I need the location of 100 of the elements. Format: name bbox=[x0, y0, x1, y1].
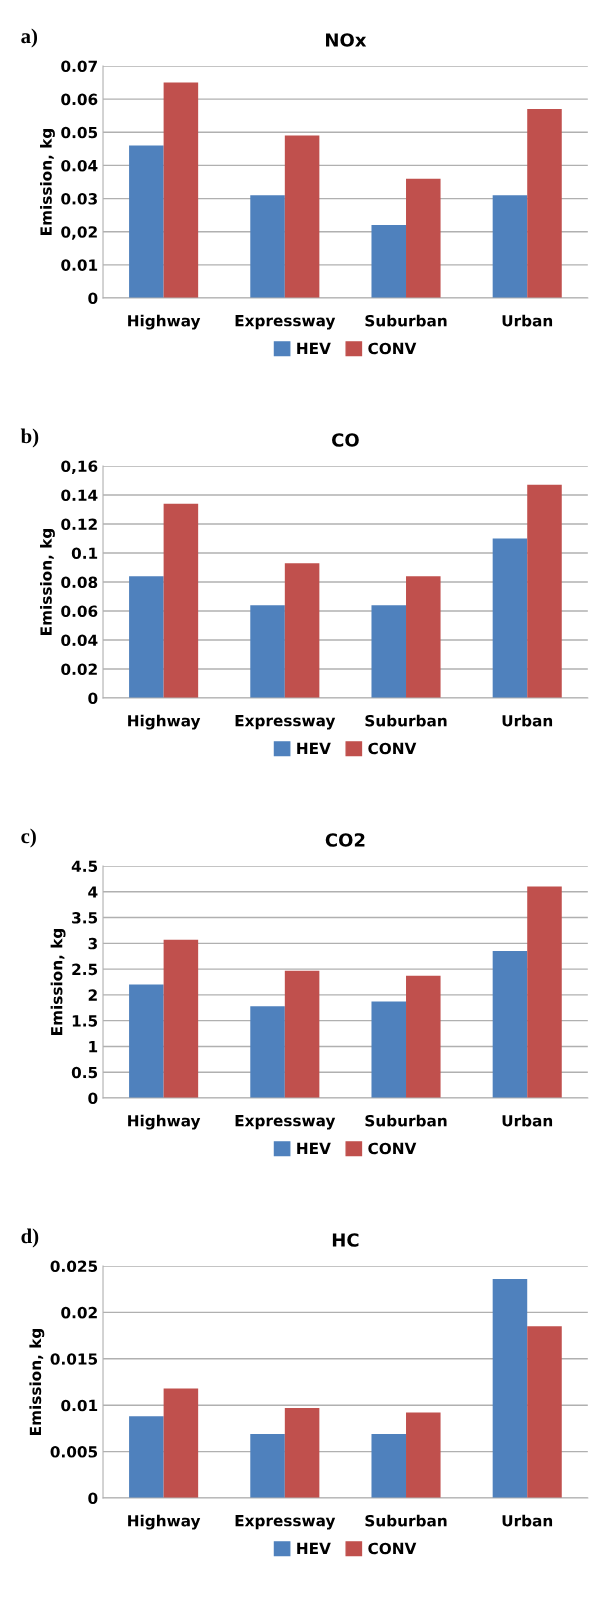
bar bbox=[284, 1407, 320, 1498]
x-tick-label: Urban bbox=[502, 714, 553, 727]
x-tick-label: Highway bbox=[128, 1514, 201, 1530]
bar bbox=[129, 984, 164, 1098]
y-tick-label: 2 bbox=[88, 989, 97, 1001]
legend-label: HEV bbox=[297, 742, 331, 754]
x-tick-label: Urban bbox=[502, 1114, 553, 1127]
y-tick-label: 0.015 bbox=[50, 1353, 98, 1365]
y-tick-label: 0.07 bbox=[61, 60, 97, 73]
chart-title: NOx bbox=[326, 33, 367, 47]
text: c) bbox=[21, 828, 36, 848]
bar bbox=[406, 576, 441, 698]
x-tick-label: Highway bbox=[128, 314, 201, 330]
legend-label: CONV bbox=[368, 1142, 417, 1155]
bar bbox=[406, 178, 441, 298]
x-tick-label: Highway bbox=[128, 714, 201, 730]
bar bbox=[129, 576, 164, 698]
text: b) bbox=[20, 428, 39, 448]
y-tick-label: 0.01 bbox=[61, 1399, 98, 1412]
y-tick-label: 0 bbox=[88, 1092, 98, 1105]
bar bbox=[284, 135, 320, 298]
chart-title: CO bbox=[332, 433, 359, 447]
x-tick-label: Urban bbox=[502, 314, 553, 327]
y-tick-label: 0,16 bbox=[61, 460, 98, 474]
x-tick-label: Highway bbox=[128, 1114, 201, 1130]
bar bbox=[284, 970, 320, 1098]
legend-label: CONV bbox=[368, 342, 417, 355]
bar bbox=[250, 1006, 285, 1098]
legend-label: HEV bbox=[297, 342, 331, 354]
bar bbox=[492, 1278, 528, 1498]
y-tick-label: 0.01 bbox=[61, 259, 98, 271]
y-tick-label: 2.5 bbox=[72, 963, 98, 976]
bar bbox=[250, 605, 285, 698]
y-tick-label: 0.06 bbox=[61, 93, 98, 106]
bar bbox=[371, 605, 407, 698]
y-tick-label: 0.04 bbox=[61, 159, 98, 172]
x-tick-label: Expressway bbox=[235, 715, 336, 730]
y-tick-label: 0.05 bbox=[61, 126, 98, 139]
bar bbox=[163, 82, 199, 298]
legend-label: CONV bbox=[368, 1542, 417, 1555]
legend-label: CONV bbox=[368, 742, 417, 755]
chart-title: CO2 bbox=[325, 833, 365, 847]
bar bbox=[250, 195, 285, 298]
y-tick-label: 0.005 bbox=[50, 1446, 98, 1458]
y-tick-label: 0 bbox=[88, 1492, 98, 1505]
bar bbox=[129, 145, 164, 298]
bar bbox=[163, 1388, 199, 1498]
bar bbox=[527, 1326, 562, 1498]
bar bbox=[492, 951, 528, 1098]
y-tick-label: 0.03 bbox=[61, 193, 97, 205]
bar bbox=[371, 225, 407, 298]
y-axis-title: Emission, kg bbox=[29, 1328, 45, 1435]
bar bbox=[371, 1433, 407, 1498]
bar bbox=[371, 1001, 407, 1098]
x-tick-label: Suburban bbox=[365, 1114, 447, 1127]
text: a) bbox=[21, 28, 38, 48]
y-tick-label: 3.5 bbox=[72, 912, 98, 924]
bar bbox=[284, 563, 320, 698]
x-tick-label: Suburban bbox=[365, 314, 447, 327]
y-axis-title: Emission, kg bbox=[40, 528, 55, 635]
bar bbox=[527, 886, 562, 1098]
y-tick-label: 0.08 bbox=[61, 576, 98, 589]
x-tick-label: Suburban bbox=[365, 714, 447, 727]
bar bbox=[492, 538, 528, 698]
x-tick-label: Expressway bbox=[235, 1115, 336, 1130]
y-tick-label: 0.14 bbox=[61, 489, 98, 502]
y-tick-label: 0,02 bbox=[61, 226, 97, 240]
y-tick-label: 0.06 bbox=[61, 605, 98, 618]
text: d) bbox=[21, 1228, 39, 1248]
y-tick-label: 0 bbox=[88, 292, 98, 305]
x-tick-label: Expressway bbox=[235, 1515, 336, 1530]
y-tick-label: 0.02 bbox=[61, 1306, 97, 1319]
bar bbox=[406, 975, 441, 1098]
y-tick-label: 1.5 bbox=[72, 1015, 98, 1027]
y-tick-label: 0.02 bbox=[61, 663, 97, 676]
bar bbox=[163, 503, 199, 698]
chart-title: HC bbox=[332, 1233, 359, 1247]
y-tick-label: 0.1 bbox=[71, 547, 98, 560]
bar bbox=[406, 1412, 441, 1498]
legend-label: HEV bbox=[297, 1542, 331, 1554]
bar bbox=[527, 109, 562, 298]
bar bbox=[527, 484, 562, 698]
bar bbox=[250, 1433, 285, 1498]
y-tick-label: 0 bbox=[88, 692, 98, 705]
y-tick-label: 4 bbox=[88, 886, 98, 898]
bar bbox=[129, 1416, 164, 1498]
x-tick-label: Suburban bbox=[365, 1514, 447, 1527]
x-tick-label: Urban bbox=[502, 1514, 553, 1527]
legend-label: HEV bbox=[297, 1142, 331, 1154]
y-tick-label: 3 bbox=[88, 937, 97, 950]
y-tick-label: 0.025 bbox=[50, 1260, 98, 1273]
x-tick-label: Expressway bbox=[235, 315, 336, 330]
y-axis-title: Emission, kg bbox=[50, 928, 66, 1035]
y-tick-label: 0.5 bbox=[71, 1066, 98, 1079]
y-tick-label: 0.04 bbox=[61, 634, 98, 647]
bar bbox=[492, 195, 528, 298]
bar bbox=[163, 939, 199, 1098]
y-tick-label: 4.5 bbox=[71, 860, 98, 873]
y-tick-label: 1 bbox=[89, 1041, 98, 1053]
y-axis-title: Emission, kg bbox=[40, 128, 55, 235]
